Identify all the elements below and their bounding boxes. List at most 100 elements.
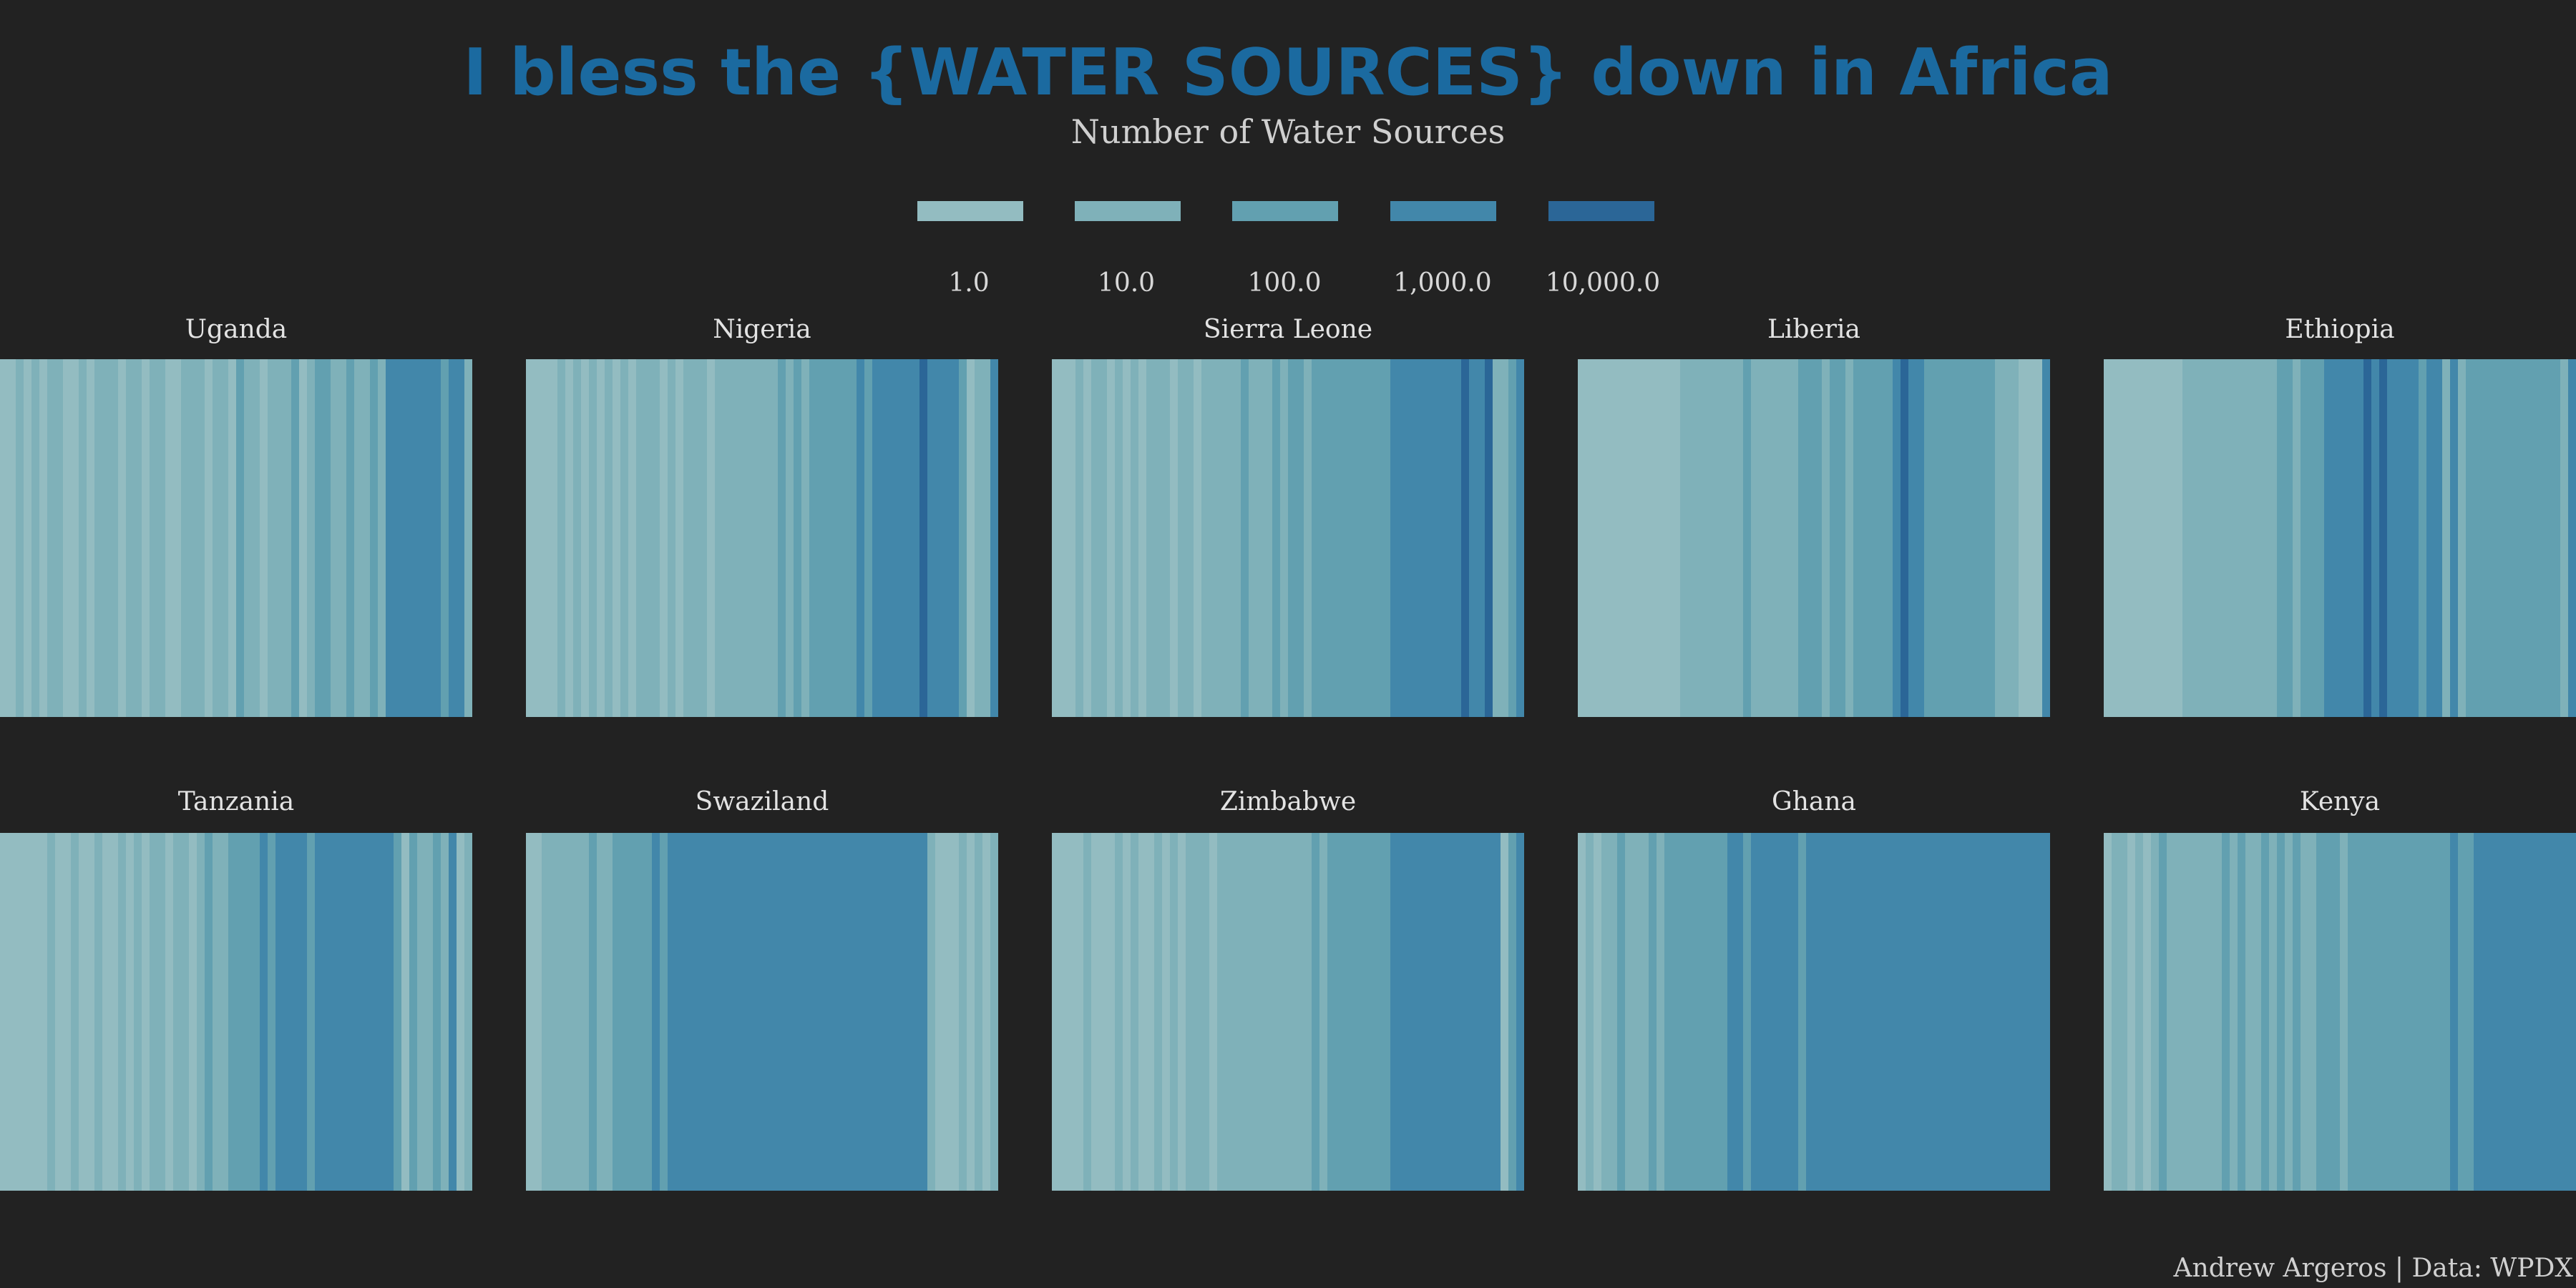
heat-cell bbox=[1485, 833, 1493, 1191]
heat-cell bbox=[1617, 359, 1626, 717]
heat-cell bbox=[1727, 833, 1736, 1191]
heat-cell bbox=[2363, 833, 2372, 1191]
heat-cell bbox=[1390, 833, 1399, 1191]
heat-cell bbox=[565, 833, 574, 1191]
heat-cell bbox=[1107, 833, 1116, 1191]
heat-cell bbox=[102, 833, 111, 1191]
heat-cell bbox=[1162, 359, 1171, 717]
heat-cell bbox=[2332, 359, 2341, 717]
heat-cell bbox=[346, 359, 355, 717]
heat-cell bbox=[71, 359, 79, 717]
heat-cell bbox=[1107, 359, 1116, 717]
heat-cell bbox=[386, 359, 394, 717]
heat-cell bbox=[1735, 359, 1744, 717]
heat-cell bbox=[1712, 359, 1720, 717]
heat-cell bbox=[2182, 359, 2191, 717]
heat-cell bbox=[1664, 833, 1673, 1191]
heat-cell bbox=[157, 833, 166, 1191]
heat-cell bbox=[1493, 359, 1501, 717]
heat-cell bbox=[181, 833, 190, 1191]
heat-cell bbox=[2474, 359, 2482, 717]
heat-cell bbox=[2442, 359, 2451, 717]
heat-cell bbox=[1335, 833, 1344, 1191]
heat-cell bbox=[1225, 833, 1234, 1191]
heat-cell bbox=[1194, 833, 1202, 1191]
heat-cell bbox=[2261, 833, 2270, 1191]
heat-cell bbox=[959, 359, 967, 717]
heat-cell bbox=[1625, 833, 1634, 1191]
heat-cell bbox=[47, 359, 56, 717]
heat-cell bbox=[2379, 833, 2388, 1191]
heat-cell bbox=[394, 833, 402, 1191]
heat-cell bbox=[668, 359, 676, 717]
heat-cell bbox=[746, 359, 755, 717]
heat-cell bbox=[275, 833, 284, 1191]
heat-cell bbox=[1099, 359, 1108, 717]
heat-cell bbox=[2348, 833, 2356, 1191]
heat-cell bbox=[1908, 833, 1917, 1191]
heat-cell bbox=[142, 359, 150, 717]
heat-cell bbox=[1382, 359, 1391, 717]
heat-cell bbox=[2285, 833, 2293, 1191]
heat-cell bbox=[904, 359, 912, 717]
heat-cell bbox=[441, 833, 449, 1191]
heat-cell bbox=[409, 833, 418, 1191]
heat-cell bbox=[691, 359, 700, 717]
heat-cell bbox=[849, 359, 857, 717]
heat-cell bbox=[1743, 359, 1752, 717]
heat-cell bbox=[770, 833, 779, 1191]
heat-cell bbox=[1633, 833, 1641, 1191]
heat-cell bbox=[675, 359, 684, 717]
heat-cell bbox=[2293, 359, 2301, 717]
heat-cell bbox=[1445, 359, 1454, 717]
heat-cell bbox=[1453, 359, 1462, 717]
heat-cell bbox=[2529, 833, 2537, 1191]
heat-cell bbox=[699, 359, 708, 717]
heat-strip bbox=[1578, 359, 2050, 717]
heat-cell bbox=[118, 359, 127, 717]
heat-cell bbox=[409, 359, 418, 717]
heat-cell bbox=[1853, 359, 1862, 717]
heat-cell bbox=[526, 833, 535, 1191]
heat-cell bbox=[1838, 359, 1846, 717]
heat-cell bbox=[833, 833, 841, 1191]
heat-cell bbox=[620, 833, 629, 1191]
heat-cell bbox=[1861, 359, 1870, 717]
heat-cell bbox=[79, 359, 87, 717]
heat-cell bbox=[1901, 833, 1909, 1191]
heat-cell bbox=[220, 359, 229, 717]
heat-cell bbox=[110, 833, 119, 1191]
heat-cell bbox=[2175, 359, 2183, 717]
heat-cell bbox=[581, 359, 590, 717]
heat-cell bbox=[354, 359, 363, 717]
heat-cell bbox=[1609, 359, 1618, 717]
heat-cell bbox=[2167, 359, 2175, 717]
heat-cell bbox=[2505, 359, 2514, 717]
heat-cell bbox=[2497, 833, 2506, 1191]
heat-cell bbox=[2529, 359, 2537, 717]
legend-label: 100.0 bbox=[1247, 268, 1322, 298]
heat-cell bbox=[1751, 359, 1760, 717]
heat-cell bbox=[2206, 833, 2215, 1191]
heat-cell bbox=[620, 359, 629, 717]
heat-cell bbox=[597, 359, 605, 717]
legend-key bbox=[1232, 201, 1338, 221]
heat-cell bbox=[2474, 833, 2482, 1191]
heat-cell bbox=[1123, 833, 1131, 1191]
heat-cell bbox=[786, 359, 794, 717]
heat-cell bbox=[2042, 833, 2050, 1191]
heat-cell bbox=[425, 359, 434, 717]
heat-cell bbox=[557, 833, 566, 1191]
heat-cell bbox=[2238, 833, 2246, 1191]
heat-cell bbox=[1312, 833, 1320, 1191]
heat-cell bbox=[589, 359, 597, 717]
heat-cell bbox=[1398, 833, 1407, 1191]
heat-cell bbox=[2143, 359, 2152, 717]
heat-cell bbox=[110, 359, 119, 717]
heat-strip bbox=[2104, 359, 2576, 717]
heat-cell bbox=[315, 833, 323, 1191]
heat-cell bbox=[1680, 359, 1689, 717]
legend-key bbox=[1548, 201, 1654, 221]
heat-cell bbox=[1201, 359, 1210, 717]
facet-label: Ethiopia bbox=[2285, 315, 2395, 344]
